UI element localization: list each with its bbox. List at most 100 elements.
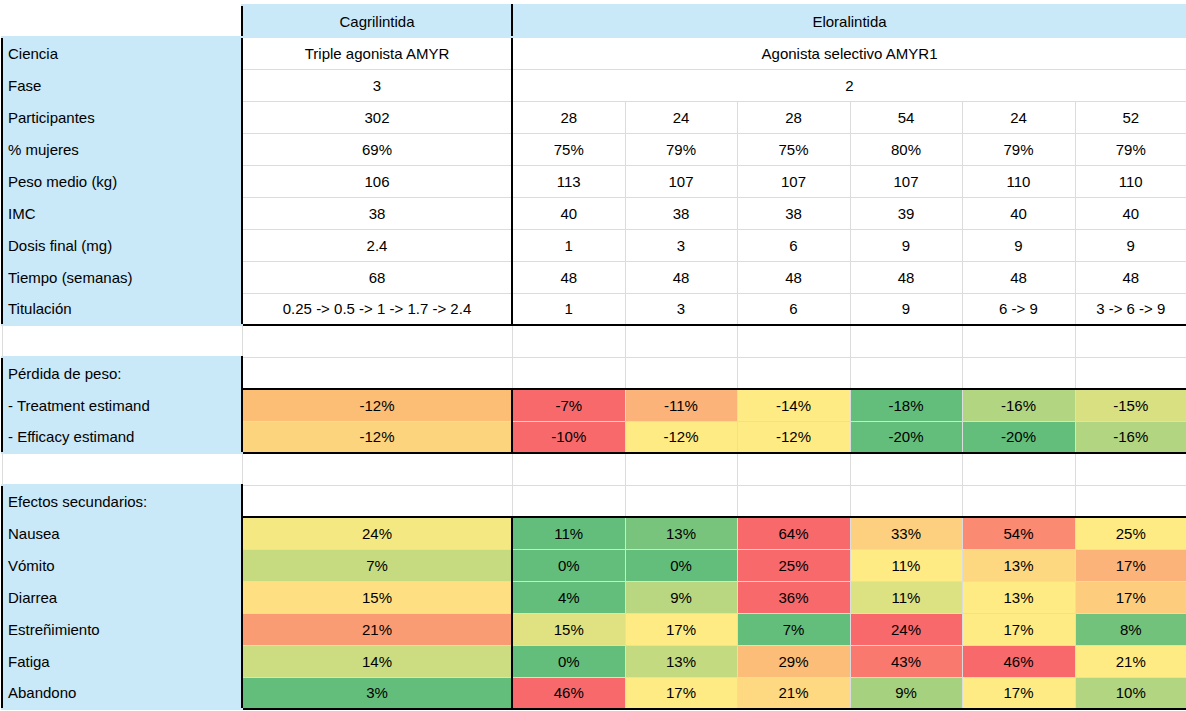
eloralintida-value-cell: 79%: [962, 133, 1075, 165]
heatmap-cell: 3%: [242, 677, 512, 709]
table-row: Nausea 24% 11% 13% 64% 33% 54% 25%: [2, 517, 1186, 549]
comparison-table: Cagrilintida Eloralintida Ciencia Triple…: [1, 4, 1186, 710]
empty-cell: [1075, 485, 1186, 517]
table-row: Efectos secundarios:: [2, 485, 1186, 517]
eloralintida-value-cell: 79%: [1075, 133, 1186, 165]
table-row: [2, 325, 1186, 357]
empty-cell: [242, 453, 512, 485]
heatmap-cell: -10%: [512, 421, 625, 453]
drug2-header-cell: Eloralintida: [512, 5, 1186, 37]
heatmap-cell: 24%: [850, 613, 962, 645]
eloralintida-value-cell: 3: [625, 229, 737, 261]
eloralintida-value-cell: 40: [1075, 197, 1186, 229]
section-label-cell: Pérdida de peso:: [2, 357, 242, 389]
heatmap-cell: 9%: [850, 677, 962, 709]
heatmap-cell: -18%: [850, 389, 962, 421]
heatmap-cell: -16%: [1075, 421, 1186, 453]
heatmap-cell: 17%: [625, 613, 737, 645]
table-row: Fatiga 14% 0% 13% 29% 43% 46% 21%: [2, 645, 1186, 677]
heatmap-cell: 17%: [625, 677, 737, 709]
empty-cell: [2, 325, 242, 357]
cagrilintida-value-cell: Triple agonista AMYR: [242, 37, 512, 69]
table-row: Peso medio (kg) 106 113 107 107 107 110 …: [2, 165, 1186, 197]
drug1-header-cell: Cagrilintida: [242, 5, 512, 37]
heatmap-cell: -12%: [737, 421, 850, 453]
heatmap-cell: 13%: [962, 549, 1075, 581]
eloralintida-value-cell: 48: [1075, 261, 1186, 293]
eloralintida-value-cell: 48: [625, 261, 737, 293]
table-row: Estreñimiento 21% 15% 17% 7% 24% 17% 8%: [2, 613, 1186, 645]
eloralintida-value-cell: 75%: [737, 133, 850, 165]
empty-cell: [512, 485, 625, 517]
eloralintida-value-cell: 80%: [850, 133, 962, 165]
heatmap-cell: 13%: [625, 645, 737, 677]
empty-cell: [962, 357, 1075, 389]
cagrilintida-value-cell: 106: [242, 165, 512, 197]
heatmap-cell: 46%: [962, 645, 1075, 677]
row-label-cell: Diarrea: [2, 581, 242, 613]
heatmap-cell: 0%: [512, 645, 625, 677]
heatmap-cell: 4%: [512, 581, 625, 613]
row-label-cell: % mujeres: [2, 133, 242, 165]
eloralintida-merged-cell: 2: [512, 69, 1186, 101]
empty-cell: [242, 325, 512, 357]
eloralintida-value-cell: 3 -> 6 -> 9: [1075, 293, 1186, 325]
table-row: Titulación 0.25 -> 0.5 -> 1 -> 1.7 -> 2.…: [2, 293, 1186, 325]
heatmap-cell: 15%: [242, 581, 512, 613]
cagrilintida-value-cell: 3: [242, 69, 512, 101]
empty-cell: [737, 453, 850, 485]
table-row: Vómito 7% 0% 0% 25% 11% 13% 17%: [2, 549, 1186, 581]
heatmap-cell: 7%: [242, 549, 512, 581]
empty-cell: [2, 453, 242, 485]
empty-cell: [242, 357, 512, 389]
empty-cell: [962, 485, 1075, 517]
eloralintida-value-cell: 28: [512, 101, 625, 133]
eloralintida-merged-cell: Agonista selectivo AMYR1: [512, 37, 1186, 69]
eloralintida-value-cell: 107: [737, 165, 850, 197]
heatmap-cell: 9%: [625, 581, 737, 613]
heatmap-cell: 0%: [625, 549, 737, 581]
table-row: Cagrilintida Eloralintida: [2, 5, 1186, 37]
empty-cell: [737, 325, 850, 357]
heatmap-cell: 15%: [512, 613, 625, 645]
empty-cell: [512, 357, 625, 389]
table-row: Ciencia Triple agonista AMYR Agonista se…: [2, 37, 1186, 69]
heatmap-cell: 8%: [1075, 613, 1186, 645]
row-label-cell: Ciencia: [2, 37, 242, 69]
table-row: Fase 3 2: [2, 69, 1186, 101]
empty-cell: [625, 485, 737, 517]
eloralintida-value-cell: 6 -> 9: [962, 293, 1075, 325]
row-label-cell: Estreñimiento: [2, 613, 242, 645]
heatmap-cell: 21%: [737, 677, 850, 709]
empty-cell: [625, 325, 737, 357]
table-row: Dosis final (mg) 2.4 1 3 6 9 9 9: [2, 229, 1186, 261]
row-label-cell: Abandono: [2, 677, 242, 709]
eloralintida-value-cell: 79%: [625, 133, 737, 165]
eloralintida-value-cell: 40: [512, 197, 625, 229]
eloralintida-value-cell: 9: [850, 229, 962, 261]
cagrilintida-value-cell: 302: [242, 101, 512, 133]
heatmap-cell: -12%: [625, 421, 737, 453]
table-row: - Efficacy estimand -12% -10% -12% -12% …: [2, 421, 1186, 453]
eloralintida-value-cell: 1: [512, 229, 625, 261]
eloralintida-value-cell: 6: [737, 229, 850, 261]
eloralintida-value-cell: 52: [1075, 101, 1186, 133]
heatmap-cell: 17%: [1075, 581, 1186, 613]
eloralintida-value-cell: 48: [962, 261, 1075, 293]
row-label-cell: - Efficacy estimand: [2, 421, 242, 453]
eloralintida-value-cell: 9: [962, 229, 1075, 261]
eloralintida-value-cell: 6: [737, 293, 850, 325]
heatmap-cell: 17%: [962, 677, 1075, 709]
eloralintida-value-cell: 110: [962, 165, 1075, 197]
eloralintida-value-cell: 3: [625, 293, 737, 325]
eloralintida-value-cell: 1: [512, 293, 625, 325]
eloralintida-value-cell: 28: [737, 101, 850, 133]
heatmap-cell: 10%: [1075, 677, 1186, 709]
cagrilintida-value-cell: 38: [242, 197, 512, 229]
heatmap-cell: 7%: [737, 613, 850, 645]
cagrilintida-value-cell: 2.4: [242, 229, 512, 261]
heatmap-cell: 25%: [1075, 517, 1186, 549]
eloralintida-value-cell: 107: [625, 165, 737, 197]
heatmap-cell: -12%: [242, 421, 512, 453]
heatmap-cell: 46%: [512, 677, 625, 709]
